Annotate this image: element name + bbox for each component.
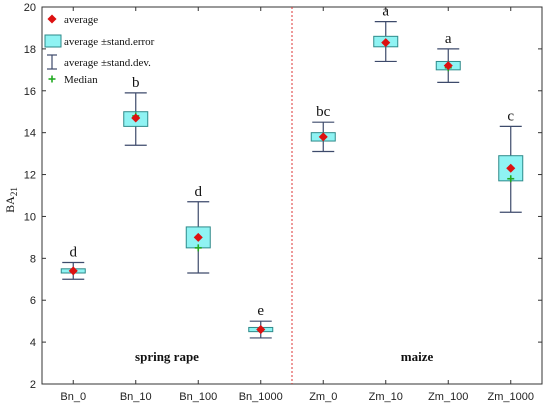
y-tick-label: 12: [24, 170, 36, 182]
x-tick-label: Zm_0: [309, 391, 337, 403]
legend: average average ±stand.error average ±stan…: [44, 14, 155, 86]
significance-letter: d: [195, 184, 203, 200]
x-tick-label: Zm_10: [369, 391, 403, 403]
y-tick-label: 10: [24, 211, 36, 223]
significance-letter: b: [132, 75, 140, 91]
legend-label: Median: [64, 74, 98, 86]
legend-label: average ±stand.error: [64, 36, 155, 48]
x-tick-label: Bn_0: [60, 391, 86, 403]
y-tick-label: 14: [24, 128, 36, 140]
y-tick-label: 4: [30, 337, 36, 349]
legend-label: average: [64, 14, 98, 26]
average-marker: [256, 325, 266, 335]
legend-average-symbol: [47, 14, 57, 24]
significance-letter: bc: [316, 104, 331, 120]
y-tick-label: 2: [30, 379, 36, 391]
average-marker: [68, 266, 78, 276]
x-tick-label: Bn_1000: [239, 391, 283, 403]
x-axis: Bn_0 Bn_10 Bn_100 Bn_1000 Zm_0 Zm_10 Zm_100 Zm_…: [60, 7, 534, 403]
plot-marks: d b d e bc a a c spring rape maize: [60, 4, 524, 364]
significance-letter: c: [507, 108, 514, 124]
y-tick-label: 20: [24, 2, 36, 14]
y-tick-label: 8: [30, 253, 36, 265]
legend-box-symbol: [44, 34, 62, 48]
x-tick-label: Zm_1000: [488, 391, 534, 403]
legend-label: average ±stand.dev.: [64, 57, 151, 69]
x-tick-label: Zm_100: [428, 391, 468, 403]
y-axis-label-subscript: 21: [9, 187, 19, 196]
average-marker: [131, 113, 141, 123]
x-tick-label: Bn_100: [179, 391, 217, 403]
y-tick-label: 16: [24, 86, 36, 98]
y-axis-label-main: BA: [3, 196, 17, 213]
y-tick-label: 18: [24, 44, 36, 56]
significance-letter: a: [382, 4, 389, 20]
average-marker: [193, 232, 203, 242]
y-tick-label: 6: [30, 295, 36, 307]
y-axis-label: BA21: [3, 187, 19, 213]
x-tick-label: Bn_10: [120, 391, 152, 403]
significance-letter: a: [445, 31, 452, 47]
significance-letter: d: [70, 245, 78, 261]
y-axis: 2 4 6 8 10 12 14 16 18 20: [24, 2, 542, 391]
group-label: maize: [401, 349, 434, 364]
group-label: spring rape: [135, 349, 199, 364]
significance-letter: e: [257, 303, 264, 319]
